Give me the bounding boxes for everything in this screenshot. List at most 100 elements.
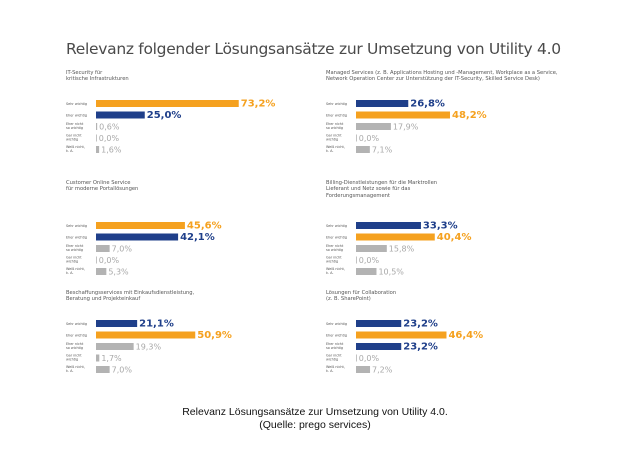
category-label: Sehr wichtig	[66, 224, 87, 228]
bar	[96, 331, 196, 339]
value-label: 40,4%	[437, 232, 472, 243]
bar	[96, 343, 134, 350]
category-label: Gar nicht wichtig	[66, 134, 82, 142]
panel-title: Lösungen für Collaboration (z. B. ShareP…	[326, 290, 397, 303]
value-label: 48,2%	[452, 110, 487, 121]
category-label: Eher wichtig	[66, 113, 87, 117]
caption-line-1: Relevanz Lösungsansätze zur Umsetzung vo…	[182, 406, 448, 418]
value-label: 0,0%	[99, 134, 120, 143]
bar	[356, 331, 447, 339]
category-label: Weiß nicht, k. A.	[66, 267, 85, 275]
category-label: Sehr wichtig	[326, 322, 347, 326]
bar	[96, 366, 110, 373]
bar	[356, 146, 370, 153]
value-label: 7,0%	[112, 366, 133, 375]
category-label: Eher wichtig	[66, 235, 87, 239]
value-label: 0,0%	[99, 256, 120, 265]
category-label: Gar nicht wichtig	[66, 256, 82, 264]
category-label: Gar nicht wichtig	[326, 134, 342, 142]
category-label: Eher nicht so wichtig	[326, 244, 344, 252]
bar	[96, 320, 138, 327]
value-label: 23,2%	[403, 342, 438, 353]
bar	[356, 245, 387, 252]
value-label: 33,3%	[423, 221, 458, 232]
panel-title: Billing-Dienstleistungen für die Marktro…	[326, 180, 438, 199]
value-label: 25,0%	[147, 110, 182, 121]
category-label: Gar nicht wichtig	[66, 354, 82, 362]
bar	[356, 366, 371, 373]
category-label: Weiß nicht, k. A.	[326, 145, 345, 153]
value-label: 45,6%	[187, 221, 222, 232]
value-label: 26,8%	[410, 99, 445, 110]
category-label: Sehr wichtig	[326, 102, 347, 106]
bar	[96, 256, 97, 264]
value-label: 50,9%	[197, 330, 232, 341]
bar	[356, 320, 402, 327]
bar	[356, 354, 357, 362]
category-label: Weiß nicht, k. A.	[66, 365, 85, 373]
value-label: 21,1%	[139, 319, 174, 330]
bar	[96, 100, 239, 107]
bar-plot: Sehr wichtig 73,2% Eher wichtig 25,0% Eher n…	[66, 99, 276, 155]
bar	[356, 268, 377, 275]
bar	[96, 268, 107, 275]
panel-customer-online-service: Customer Online Service für moderne Port…	[66, 180, 316, 295]
panel-billing: Billing-Dienstleistungen für die Marktro…	[326, 180, 576, 295]
value-label: 23,2%	[403, 319, 438, 330]
category-label: Eher nicht so wichtig	[66, 342, 84, 350]
bar	[356, 134, 357, 142]
bar	[96, 146, 100, 153]
panel-title: Beschaffungsservices mit Einkaufsdienstl…	[66, 290, 195, 303]
bar-plot: Sehr wichtig 33,3% Eher wichtig 40,4% Eher n…	[326, 221, 472, 277]
value-label: 0,0%	[359, 354, 380, 363]
category-label: Weiß nicht, k. A.	[326, 365, 345, 373]
bar	[356, 256, 357, 264]
value-label: 73,2%	[241, 99, 276, 110]
value-label: 42,1%	[180, 232, 215, 243]
panel-title: Customer Online Service für moderne Port…	[66, 180, 139, 193]
bar	[96, 354, 100, 362]
value-label: 46,4%	[448, 330, 483, 341]
bar	[96, 233, 179, 241]
category-label: Gar nicht wichtig	[326, 256, 342, 264]
bar-plot: Sehr wichtig 45,6% Eher wichtig 42,1% Eher n…	[66, 221, 222, 277]
value-label: 0,0%	[359, 256, 380, 265]
category-label: Sehr wichtig	[66, 102, 87, 106]
value-label: 17,9%	[393, 123, 419, 132]
value-label: 0,6%	[99, 123, 120, 132]
bar-plot: Sehr wichtig 21,1% Eher wichtig 50,9% Eher n…	[66, 319, 232, 375]
bar	[356, 111, 450, 119]
panel-title: IT-Security für kritische Infrastrukture…	[66, 70, 129, 83]
value-label: 15,8%	[389, 245, 415, 254]
bar	[356, 343, 402, 350]
category-label: Weiß nicht, k. A.	[326, 267, 345, 275]
category-label: Eher wichtig	[66, 333, 87, 337]
category-label: Eher nicht so wichtig	[326, 122, 344, 130]
category-label: Eher nicht so wichtig	[326, 342, 344, 350]
bar	[96, 222, 185, 229]
category-label: Gar nicht wichtig	[326, 354, 342, 362]
value-label: 7,0%	[112, 245, 133, 254]
value-label: 7,2%	[372, 366, 393, 375]
bar	[356, 123, 391, 130]
value-label: 1,7%	[101, 354, 122, 363]
value-label: 7,1%	[372, 146, 393, 155]
panel-managed-services: Managed Services (z. B. Applications Hos…	[326, 70, 576, 185]
panel-title: Managed Services (z. B. Applications Hos…	[326, 70, 558, 83]
bar	[356, 233, 435, 241]
category-label: Sehr wichtig	[326, 224, 347, 228]
bar	[96, 111, 145, 119]
category-label: Eher wichtig	[326, 113, 347, 117]
chart-title: Relevanz folgender Lösungsansätze zur Um…	[66, 40, 561, 58]
panel-beschaffungsservices: Beschaffungsservices mit Einkaufsdienstl…	[66, 290, 316, 405]
caption-line-2: (Quelle: prego services)	[259, 419, 371, 431]
value-label: 1,6%	[101, 146, 122, 155]
bar	[356, 222, 421, 229]
bar	[96, 123, 98, 130]
category-label: Eher nicht so wichtig	[66, 122, 84, 130]
value-label: 19,3%	[136, 343, 162, 352]
bar-plot: Sehr wichtig 23,2% Eher wichtig 46,4% Eher n…	[326, 319, 483, 375]
panel-collaboration: Lösungen für Collaboration (z. B. ShareP…	[326, 290, 576, 405]
category-label: Weiß nicht, k. A.	[66, 145, 85, 153]
bar	[96, 134, 97, 142]
